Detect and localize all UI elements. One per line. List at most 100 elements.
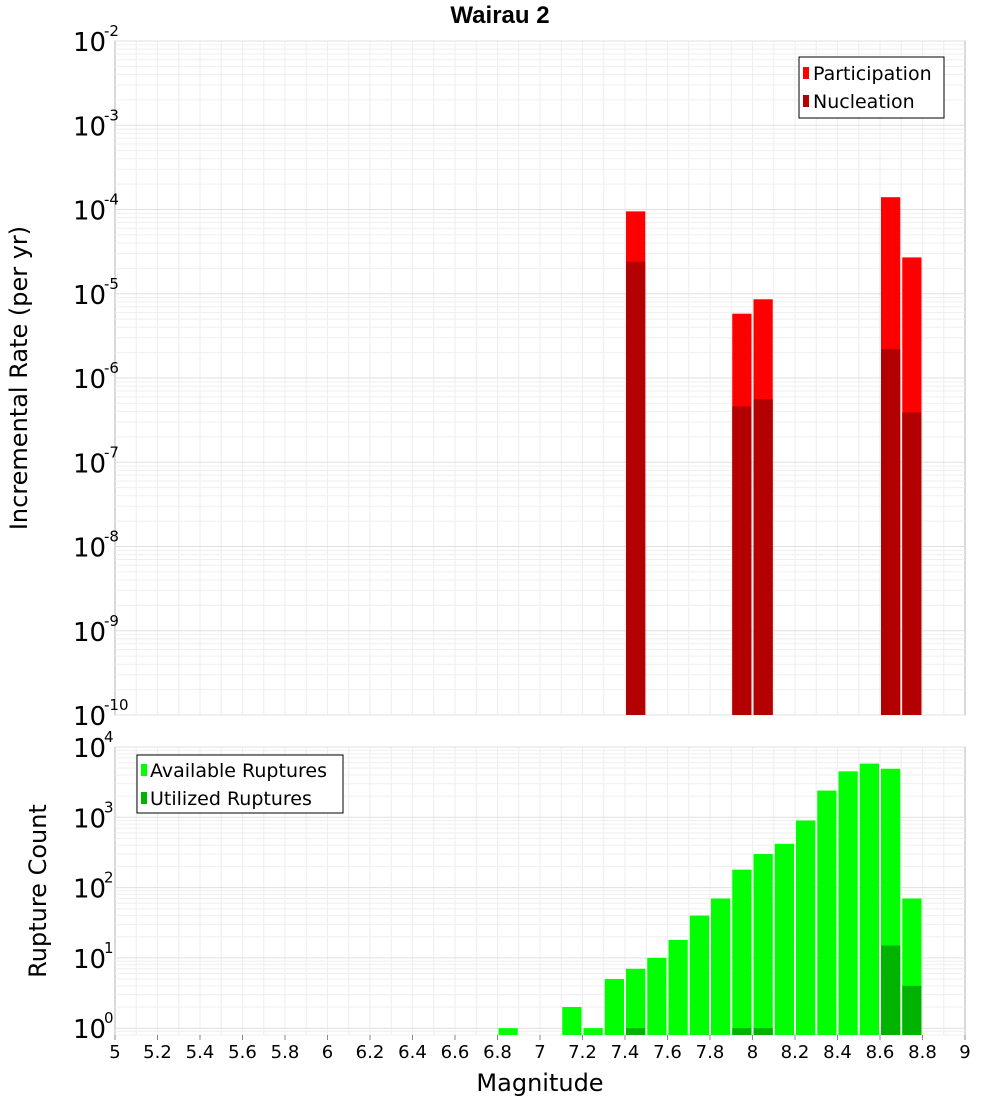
y-tick-label: 10 bbox=[73, 449, 106, 479]
x-tick-label: 8.4 bbox=[823, 1042, 852, 1063]
y-tick-label: 10 bbox=[73, 618, 106, 648]
y-tick-label: 10 bbox=[73, 702, 106, 732]
y-tick-exponent: 2 bbox=[104, 869, 114, 887]
nucleation-bar bbox=[902, 412, 922, 715]
y-tick-label: 10 bbox=[73, 1015, 106, 1045]
nucleation-bar bbox=[626, 261, 646, 715]
y-tick-label: 10 bbox=[73, 534, 106, 564]
nucleation-legend-swatch bbox=[803, 95, 809, 107]
available-ruptures-bar bbox=[583, 1028, 603, 1035]
count-bars bbox=[498, 763, 922, 1035]
available-ruptures-bar bbox=[689, 915, 709, 1035]
available-ruptures-bar bbox=[562, 1007, 582, 1035]
utilized-ruptures-bar bbox=[732, 1028, 752, 1035]
y-tick-label: 10 bbox=[73, 804, 106, 834]
utilized-ruptures-bar bbox=[753, 1028, 773, 1035]
available-ruptures-bar bbox=[647, 957, 667, 1035]
available-ruptures-bar bbox=[711, 898, 731, 1035]
magnitude-x-axis-title: Magnitude bbox=[476, 1069, 603, 1097]
available-legend-label: Available Ruptures bbox=[150, 760, 327, 782]
available-ruptures-bar bbox=[838, 771, 858, 1035]
available-ruptures-bar bbox=[626, 968, 646, 1035]
y-tick-label: 10 bbox=[73, 365, 106, 395]
x-tick-label: 7.6 bbox=[653, 1042, 682, 1063]
x-tick-label: 6.6 bbox=[441, 1042, 470, 1063]
y-tick-exponent: -9 bbox=[104, 612, 119, 630]
x-tick-label: 7.2 bbox=[568, 1042, 597, 1063]
x-tick-label: 7 bbox=[534, 1042, 545, 1063]
y-tick-exponent: -2 bbox=[104, 22, 119, 40]
y-tick-label: 10 bbox=[73, 112, 106, 142]
count-y-axis-title: Rupture Count bbox=[24, 804, 52, 978]
x-tick-label: 5.4 bbox=[186, 1042, 215, 1063]
x-tick-label: 6.4 bbox=[398, 1042, 427, 1063]
nucleation-legend-label: Nucleation bbox=[813, 91, 915, 113]
available-ruptures-bar bbox=[817, 790, 837, 1035]
utilized-ruptures-bar bbox=[902, 985, 922, 1035]
available-ruptures-bar bbox=[796, 820, 816, 1035]
y-tick-exponent: -5 bbox=[104, 275, 119, 293]
y-tick-label: 10 bbox=[73, 281, 106, 311]
available-ruptures-bar bbox=[859, 763, 879, 1035]
count-legend-box bbox=[136, 754, 344, 814]
utilized-legend-swatch bbox=[141, 792, 147, 804]
y-tick-exponent: -7 bbox=[104, 443, 119, 461]
x-tick-label: 6 bbox=[322, 1042, 333, 1063]
x-tick-label: 7.4 bbox=[611, 1042, 640, 1063]
available-ruptures-bar bbox=[668, 939, 688, 1035]
utilized-legend-label: Utilized Ruptures bbox=[150, 788, 312, 810]
available-ruptures-bar bbox=[732, 869, 752, 1035]
rate-y-axis-title: Incremental Rate (per yr) bbox=[5, 226, 33, 530]
y-tick-exponent: -6 bbox=[104, 359, 119, 377]
x-tick-label: 7.8 bbox=[696, 1042, 725, 1063]
y-tick-exponent: 4 bbox=[104, 728, 114, 746]
count-legend: Available Ruptures Utilized Ruptures bbox=[136, 754, 344, 814]
y-tick-label: 10 bbox=[73, 28, 106, 58]
y-tick-exponent: 3 bbox=[104, 798, 114, 816]
x-tick-label: 5.2 bbox=[143, 1042, 172, 1063]
x-tick-label: 5.6 bbox=[228, 1042, 257, 1063]
x-tick-label: 8.8 bbox=[908, 1042, 937, 1063]
x-tick-label: 6.8 bbox=[483, 1042, 512, 1063]
available-ruptures-bar bbox=[498, 1028, 518, 1035]
available-ruptures-bar bbox=[753, 854, 773, 1035]
participation-legend-label: Participation bbox=[813, 63, 932, 85]
x-tick-label: 5 bbox=[109, 1042, 120, 1063]
chart-title: Wairau 2 bbox=[450, 2, 549, 29]
available-ruptures-bar bbox=[774, 843, 794, 1035]
x-tick-label: 8.6 bbox=[866, 1042, 895, 1063]
nucleation-bar bbox=[732, 406, 752, 715]
nucleation-bar bbox=[753, 399, 773, 715]
x-tick-label: 8 bbox=[747, 1042, 758, 1063]
y-tick-exponent: 1 bbox=[104, 939, 114, 957]
y-tick-label: 10 bbox=[73, 945, 106, 975]
y-tick-exponent: 0 bbox=[104, 1009, 114, 1027]
y-tick-label: 10 bbox=[73, 734, 106, 764]
rate-legend: Participation Nucleation bbox=[798, 56, 945, 119]
participation-legend-swatch bbox=[803, 67, 809, 79]
y-tick-label: 10 bbox=[73, 875, 106, 905]
magnitude-x-ticks: 5 5.2 5.4 5.6 5.8 6 6.2 6.4 6.6 6.8 7 7.2 7.4 7.6 7.8 8… bbox=[109, 1035, 971, 1063]
utilized-ruptures-bar bbox=[626, 1028, 646, 1035]
available-ruptures-bar bbox=[604, 979, 624, 1035]
rate-legend-box bbox=[798, 56, 945, 119]
nucleation-bar bbox=[881, 349, 901, 715]
y-tick-exponent: -4 bbox=[104, 191, 119, 209]
x-tick-label: 9 bbox=[959, 1042, 970, 1063]
available-legend-swatch bbox=[141, 764, 147, 776]
rate-grid bbox=[115, 40, 965, 716]
y-tick-exponent: -8 bbox=[104, 528, 119, 546]
x-tick-label: 6.2 bbox=[356, 1042, 385, 1063]
x-tick-label: 5.8 bbox=[271, 1042, 300, 1063]
rate-bars bbox=[626, 197, 922, 716]
utilized-ruptures-bar bbox=[881, 945, 901, 1035]
y-tick-exponent: -10 bbox=[104, 696, 129, 714]
x-tick-label: 8.2 bbox=[781, 1042, 810, 1063]
y-tick-exponent: -3 bbox=[104, 106, 119, 124]
y-tick-label: 10 bbox=[73, 197, 106, 227]
